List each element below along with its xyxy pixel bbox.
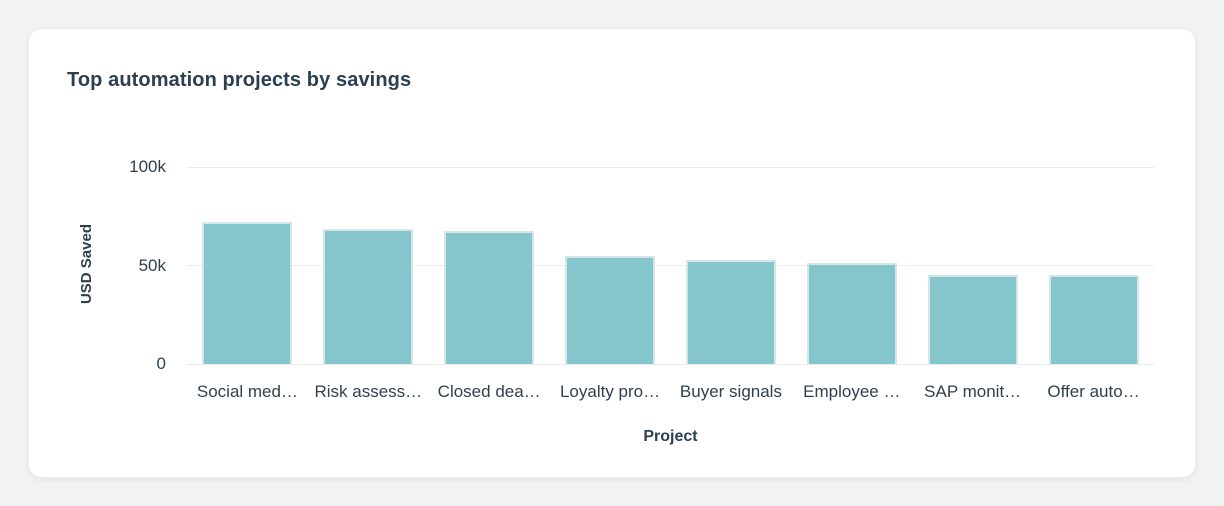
x-category-label: Risk assess… [314, 382, 423, 401]
y-tick-label: 50k [138, 255, 166, 275]
bar-7[interactable] [927, 274, 1018, 364]
bar-chart: 0 50k 100k Social med… Risk assess… Closed de… [29, 29, 1195, 477]
bar-4[interactable] [565, 256, 656, 364]
bar-1[interactable] [202, 222, 293, 364]
x-category-label: Loyalty pro… [559, 382, 661, 401]
bar-6[interactable] [806, 262, 897, 364]
x-category-label: SAP monit… [924, 382, 1022, 401]
x-category-label: Social med… [196, 382, 298, 401]
y-gridline [187, 166, 1154, 168]
x-category-label: Employee … [803, 382, 901, 401]
chart-card: Top automation projects by savings 0 50k 1… [28, 28, 1196, 478]
x-category-label: Buyer signals [679, 382, 782, 401]
bar-5[interactable] [685, 259, 776, 364]
y-tick-label: 0 [156, 354, 166, 373]
y-gridline [187, 363, 1154, 365]
x-axis-title: Project [643, 428, 698, 445]
bar-2[interactable] [323, 229, 414, 364]
chart-title: Top automation projects by savings [67, 69, 412, 91]
y-tick-label: 100k [129, 157, 166, 176]
bar-8[interactable] [1048, 274, 1139, 364]
y-axis-title: USD Saved [78, 223, 95, 305]
y-gridline [187, 265, 1154, 266]
x-category-label: Closed dea… [437, 382, 541, 401]
x-category-label: Offer auto… [1047, 382, 1140, 401]
bar-3[interactable] [444, 231, 535, 364]
